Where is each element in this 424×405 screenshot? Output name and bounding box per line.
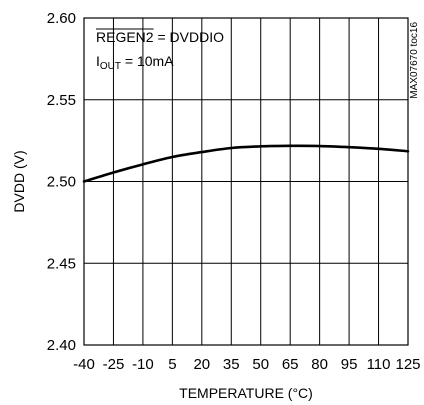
x-tick-labels: -40 -25 -10 5 20 35 50 65 80 95 110 125: [73, 356, 420, 373]
annotation-regen2: REGEN2 = DVDDIO: [96, 29, 224, 45]
x-tick-label: 20: [193, 356, 210, 373]
x-tick-label: -10: [132, 356, 154, 373]
x-tick-label: 5: [168, 356, 176, 373]
annotation-iout-sub: OUT: [100, 61, 121, 72]
x-tick-label: 65: [282, 356, 299, 373]
x-tick-label: 110: [367, 356, 391, 373]
annotation-iout-rest: = 10mA: [121, 53, 174, 69]
x-tick-label: 125: [395, 356, 420, 373]
series-line-dvdd: [82, 144, 410, 183]
x-tick-label: -40: [73, 356, 95, 373]
x-tick-label: 80: [311, 356, 328, 373]
figure-code: MAX07670 toc16: [409, 22, 420, 99]
x-tick-label: 50: [252, 356, 269, 373]
x-tick-label: 95: [341, 356, 358, 373]
y-tick-label: 2.45: [47, 255, 76, 272]
y-tick-label: 2.55: [47, 92, 76, 109]
y-axis-label: DVDD (V): [11, 150, 27, 212]
x-axis-label: TEMPERATURE (°C): [179, 385, 313, 401]
x-tick-label: -25: [103, 356, 125, 373]
y-tick-label: 2.60: [47, 10, 76, 27]
y-tick-label: 2.50: [47, 174, 76, 191]
y-tick-label: 2.40: [47, 337, 76, 354]
annotation-iout-main: I: [96, 53, 100, 69]
annotation-iout: IOUT = 10mA: [96, 53, 174, 72]
y-tick-labels: 2.40 2.45 2.50 2.55 2.60: [47, 10, 76, 354]
x-tick-label: 35: [223, 356, 240, 373]
